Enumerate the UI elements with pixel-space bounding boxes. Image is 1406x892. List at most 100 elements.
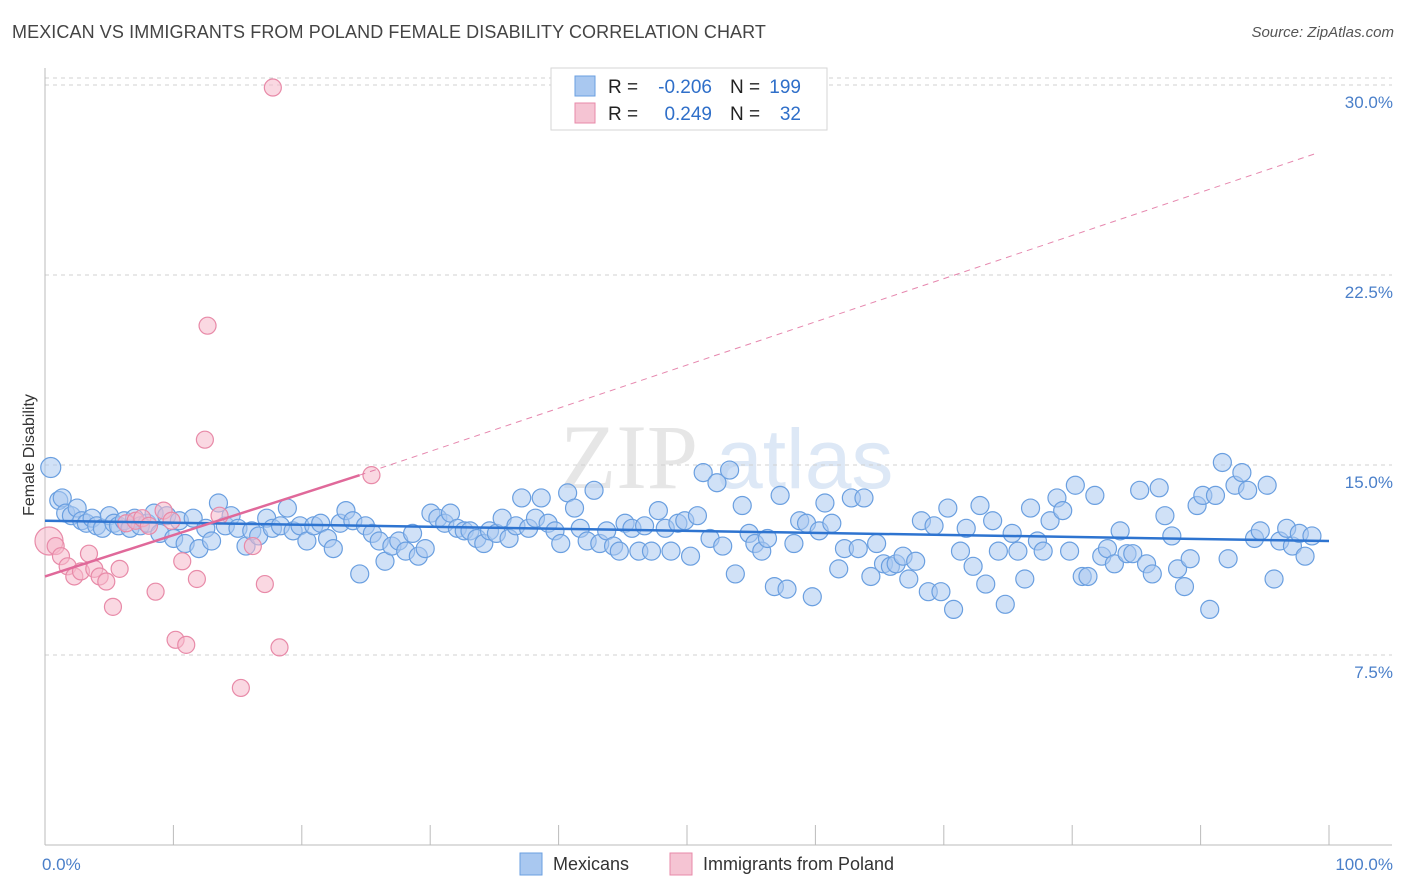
source-label: Source: ZipAtlas.com: [1251, 24, 1394, 41]
bottom-legend-label-poland: Immigrants from Poland: [703, 854, 894, 874]
legend-swatch-mexicans: [574, 75, 596, 97]
legend-r-value-mexicans: -0.206: [658, 77, 712, 98]
mexicans-point: [277, 498, 297, 518]
mexicans-point: [995, 594, 1015, 614]
mexicans-point: [1059, 541, 1080, 561]
series-mexicans: [40, 452, 1322, 620]
legend-r-value-poland: 0.249: [664, 104, 712, 125]
legend-n-label-mexicans: N =: [730, 77, 760, 98]
mexicans-point: [350, 564, 370, 584]
mexicans-point: [1008, 541, 1028, 561]
mexicans-point: [1200, 599, 1220, 620]
legend-n-label-poland: N =: [730, 104, 760, 125]
immigrants-from-poland-point: [103, 597, 123, 616]
y-tick-label: 15.0%: [1345, 473, 1393, 492]
mexicans-point: [956, 518, 976, 538]
mexicans-point: [924, 516, 944, 536]
mexicans-point: [201, 531, 222, 551]
bottom-legend-swatch-mexicans: [519, 852, 543, 876]
mexicans-point: [564, 498, 585, 518]
mexicans-point: [680, 546, 701, 566]
immigrants-from-poland-point: [97, 572, 116, 591]
immigrants-from-poland-point: [173, 552, 192, 571]
mexicans-point: [1257, 475, 1277, 495]
poland-trend-extension: [359, 152, 1317, 476]
mexicans-point: [970, 495, 990, 516]
grid-lines: [45, 77, 1392, 656]
mexicans-point: [1142, 564, 1162, 584]
legend-r-label-poland: R =: [608, 104, 638, 125]
mexicans-point: [1040, 511, 1060, 531]
mexicans-point: [757, 528, 778, 549]
mexicans-point: [931, 582, 951, 602]
mexicans-point: [906, 551, 926, 571]
immigrants-from-poland-point: [198, 316, 217, 335]
correlation-legend: R = -0.206 N = 199 R = 0.249 N = 32: [550, 67, 828, 131]
y-tick-label: 7.5%: [1354, 663, 1393, 682]
y-tick-label: 30.0%: [1345, 93, 1393, 112]
mexicans-point: [770, 485, 790, 505]
mexicans-point: [976, 574, 996, 594]
legend-r-label-mexicans: R =: [608, 77, 638, 98]
mexicans-point: [713, 536, 733, 556]
immigrants-from-poland-point: [243, 536, 262, 556]
mexicans-point: [1264, 569, 1284, 589]
chart-title: MEXICAN VS IMMIGRANTS FROM POLAND FEMALE…: [12, 22, 767, 42]
y-tick-labels: 7.5% 15.0% 22.5% 30.0%: [1345, 93, 1393, 682]
watermark-zip: ZIP: [560, 406, 698, 508]
mexicans-point: [40, 456, 62, 479]
mexicans-point: [988, 541, 1008, 561]
mexicans-point: [661, 541, 681, 561]
mexicans-point: [815, 493, 835, 513]
mexicans-point: [634, 516, 655, 536]
series-legend: Mexicans Immigrants from Poland: [519, 852, 894, 876]
mexicans-point: [1085, 485, 1105, 505]
mexicans-point: [323, 538, 343, 559]
mexicans-point: [531, 488, 551, 508]
mexicans-point: [1212, 452, 1232, 473]
bottom-legend-label-mexicans: Mexicans: [553, 854, 629, 874]
mexicans-point: [1033, 541, 1053, 561]
mexicans-point: [1020, 498, 1041, 518]
mexicans-point: [1053, 501, 1073, 521]
immigrants-from-poland-point: [177, 635, 196, 654]
legend-swatch-poland: [574, 102, 596, 124]
mexicans-point: [1104, 554, 1124, 574]
mexicans-point: [963, 556, 983, 576]
mexicans-point: [1250, 521, 1270, 541]
mexicans-point: [1232, 463, 1252, 483]
immigrants-from-poland-point: [255, 574, 274, 594]
poland-trend-line: [44, 473, 360, 578]
mexicans-point: [648, 501, 668, 521]
mexicans-point: [1162, 526, 1182, 546]
mexicans-point: [1295, 546, 1315, 566]
mexicans-point: [1302, 526, 1322, 546]
immigrants-from-poland-point: [162, 511, 181, 530]
immigrants-from-poland-point: [146, 582, 165, 601]
legend-n-value-poland: 32: [780, 104, 801, 125]
x-tick-label-max: 100.0%: [1335, 855, 1393, 874]
mexicans-point: [512, 488, 532, 508]
mexicans-point: [861, 566, 881, 587]
mexicans-point: [1130, 480, 1150, 500]
mexicans-point: [848, 538, 868, 559]
mexicans-point: [707, 473, 727, 493]
mexicans-point: [829, 559, 849, 579]
mexicans-point: [641, 541, 662, 561]
trend-lines: [44, 152, 1330, 578]
axes: [44, 68, 1392, 846]
mexicans-point: [693, 463, 713, 483]
mexicans-point: [938, 498, 958, 518]
mexicans-point: [719, 460, 740, 480]
mexicans-point: [1167, 559, 1188, 579]
mexicans-point: [402, 523, 423, 544]
mexicans-point: [950, 541, 971, 561]
mexicans-point: [1110, 521, 1130, 541]
immigrants-from-poland-point: [110, 559, 129, 578]
mexicans-point: [983, 511, 1003, 531]
mexicans-point: [551, 533, 571, 554]
mexicans-point: [1149, 478, 1169, 498]
mexicans-point: [1123, 544, 1143, 564]
immigrants-from-poland-point: [270, 638, 289, 657]
mexicans-point: [802, 587, 822, 607]
